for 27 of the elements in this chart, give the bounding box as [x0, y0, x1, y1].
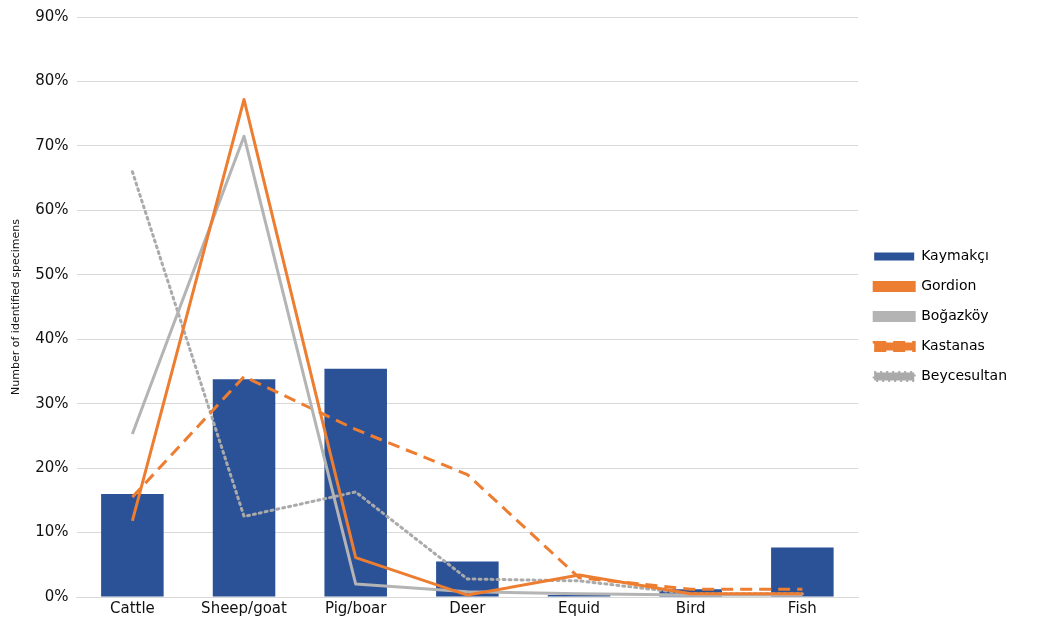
y-tick-label: 30%: [35, 393, 69, 412]
y-tick-label: 70%: [35, 135, 69, 154]
legend-label: Boğazköy: [921, 307, 989, 324]
legend-label: Beycesultan: [921, 367, 1007, 384]
bar: [101, 493, 164, 597]
x-tick-label: Equid: [557, 598, 601, 617]
y-tick-label: 40%: [35, 329, 69, 348]
y-axis-title: Number of identified specimens: [9, 218, 23, 395]
y-tick-label: 0%: [44, 586, 69, 605]
x-tick-label: Deer: [449, 598, 487, 617]
y-tick-label: 50%: [35, 264, 69, 283]
y-tick-label: 20%: [35, 458, 69, 476]
legend-label: Gordion: [921, 277, 977, 294]
legend-label: Kaymakçı: [921, 247, 989, 264]
y-tick-label: 80%: [35, 71, 69, 90]
legend-label: Kastanas: [921, 337, 985, 354]
x-tick-label: Cattle: [109, 598, 155, 617]
bar: [771, 547, 834, 597]
y-tick-label: 90%: [35, 6, 69, 25]
bar: [212, 379, 276, 597]
x-tick-label: Sheep/goat: [201, 598, 288, 617]
x-tick-label: Bird: [675, 598, 706, 617]
bar: [324, 368, 387, 597]
x-tick-label: Fish: [787, 598, 817, 617]
y-tick-label: 60%: [35, 200, 69, 219]
y-tick-label: 10%: [35, 522, 69, 541]
x-tick-label: Pig/boar: [324, 598, 388, 617]
